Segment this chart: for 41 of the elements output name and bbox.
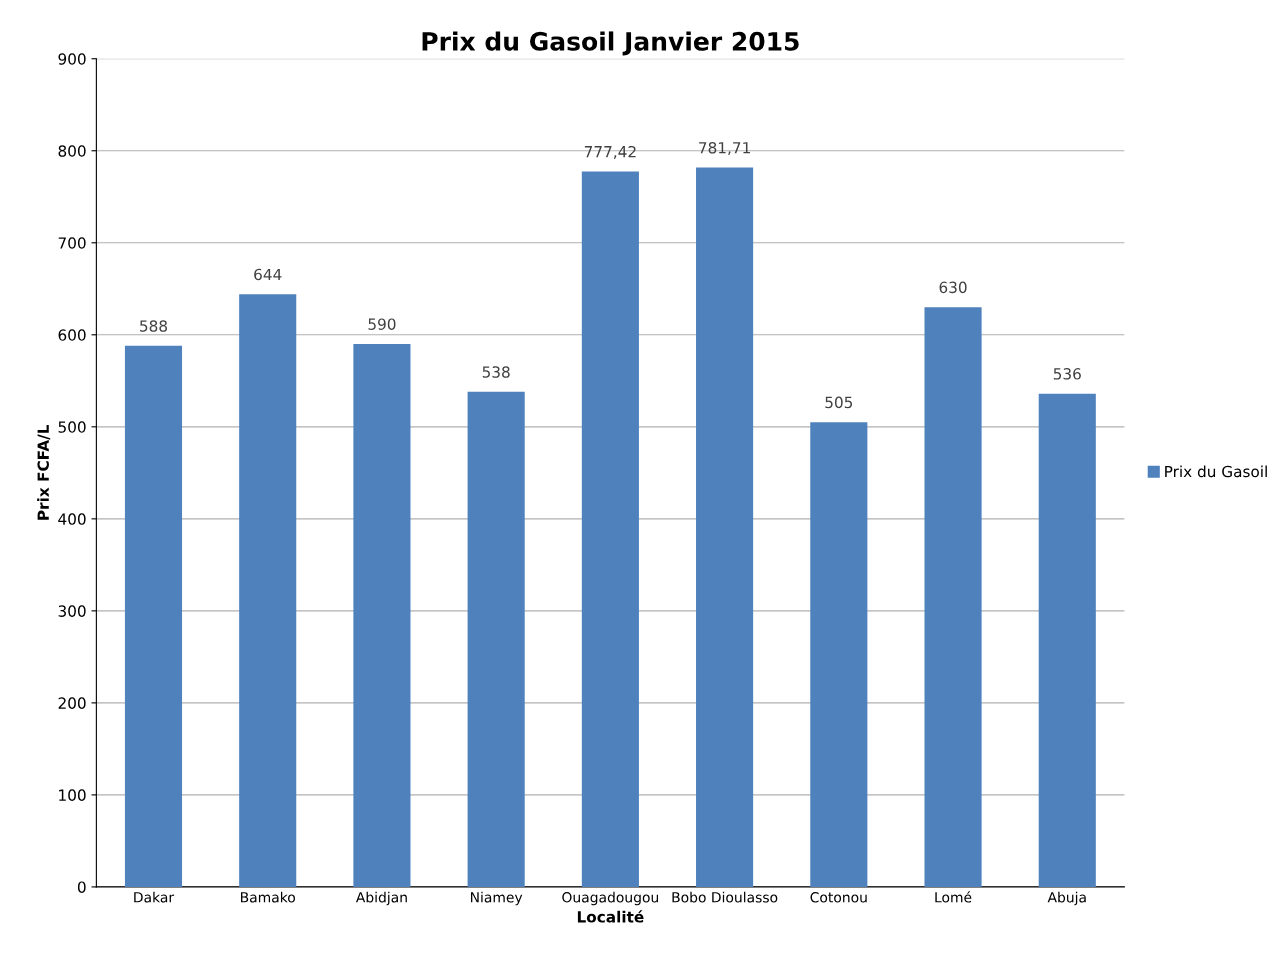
y-tick-label: 900 xyxy=(58,53,86,65)
y-tick-label: 300 xyxy=(58,605,86,617)
y-tick-label: 100 xyxy=(59,789,86,801)
y-tick-label: 0 xyxy=(77,881,86,893)
x-axis-title: Localité xyxy=(577,910,644,923)
x-tick-label: Dakar xyxy=(134,891,175,903)
bar xyxy=(581,171,639,887)
data-label: 644 xyxy=(254,268,282,281)
x-tick-label: Abuja xyxy=(1047,891,1086,906)
y-axis-title: Prix FCFA/L xyxy=(37,424,51,520)
bar xyxy=(124,345,183,887)
y-tick-label: 800 xyxy=(58,145,86,157)
data-label: 590 xyxy=(368,318,396,330)
data-label: 781,71 xyxy=(699,141,750,156)
bar xyxy=(467,391,525,887)
data-label: 536 xyxy=(1053,368,1081,380)
y-tick-label: 400 xyxy=(58,513,86,525)
chart-title: Prix du Gasoil Janvier 2015 xyxy=(422,31,799,56)
x-tick-label: Niamey xyxy=(470,891,523,906)
x-tick-label: Bamako xyxy=(241,891,296,903)
bar xyxy=(696,167,754,887)
bar xyxy=(810,422,868,887)
y-tick-label: 500 xyxy=(58,421,86,433)
bar xyxy=(353,344,411,887)
bar xyxy=(239,294,297,887)
x-tick-label: Cotonou xyxy=(810,892,867,903)
data-label: 588 xyxy=(140,320,168,332)
bar xyxy=(1038,393,1096,887)
y-tick-label: 600 xyxy=(58,329,86,341)
x-tick-label: Bobo Dioulasso xyxy=(672,891,778,903)
y-tick-label: 200 xyxy=(58,697,86,709)
data-label: 777,42 xyxy=(584,145,636,160)
y-tick-label: 700 xyxy=(58,237,86,249)
x-tick-label: Ouagadougou xyxy=(562,891,659,906)
x-tick-label: Lomé xyxy=(935,891,972,903)
data-label: 538 xyxy=(482,366,510,378)
bar xyxy=(924,307,982,887)
data-label: 505 xyxy=(825,396,853,409)
data-label: 630 xyxy=(939,281,967,294)
x-tick-label: Abidjan xyxy=(355,891,407,906)
legend-label: Prix du Gasoil xyxy=(1165,465,1267,478)
